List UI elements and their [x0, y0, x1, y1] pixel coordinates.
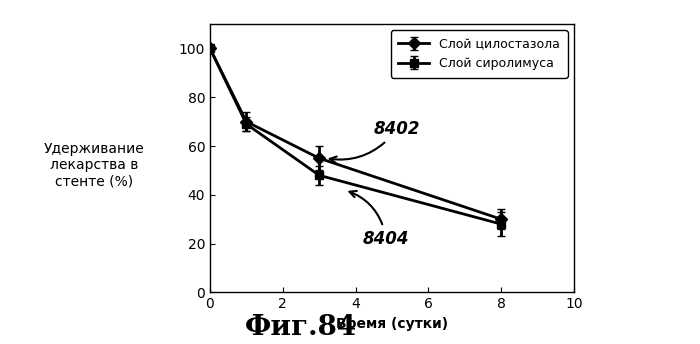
Text: 8402: 8402	[330, 120, 420, 163]
Legend: Слой цилостазола, Слой сиролимуса: Слой цилостазола, Слой сиролимуса	[391, 30, 568, 78]
Text: Фиг.84: Фиг.84	[245, 314, 357, 341]
Text: 8404: 8404	[349, 191, 410, 248]
Text: Удерживание
лекарства в
стенте (%): Удерживание лекарства в стенте (%)	[44, 142, 145, 188]
X-axis label: Время (сутки): Время (сутки)	[336, 317, 448, 331]
